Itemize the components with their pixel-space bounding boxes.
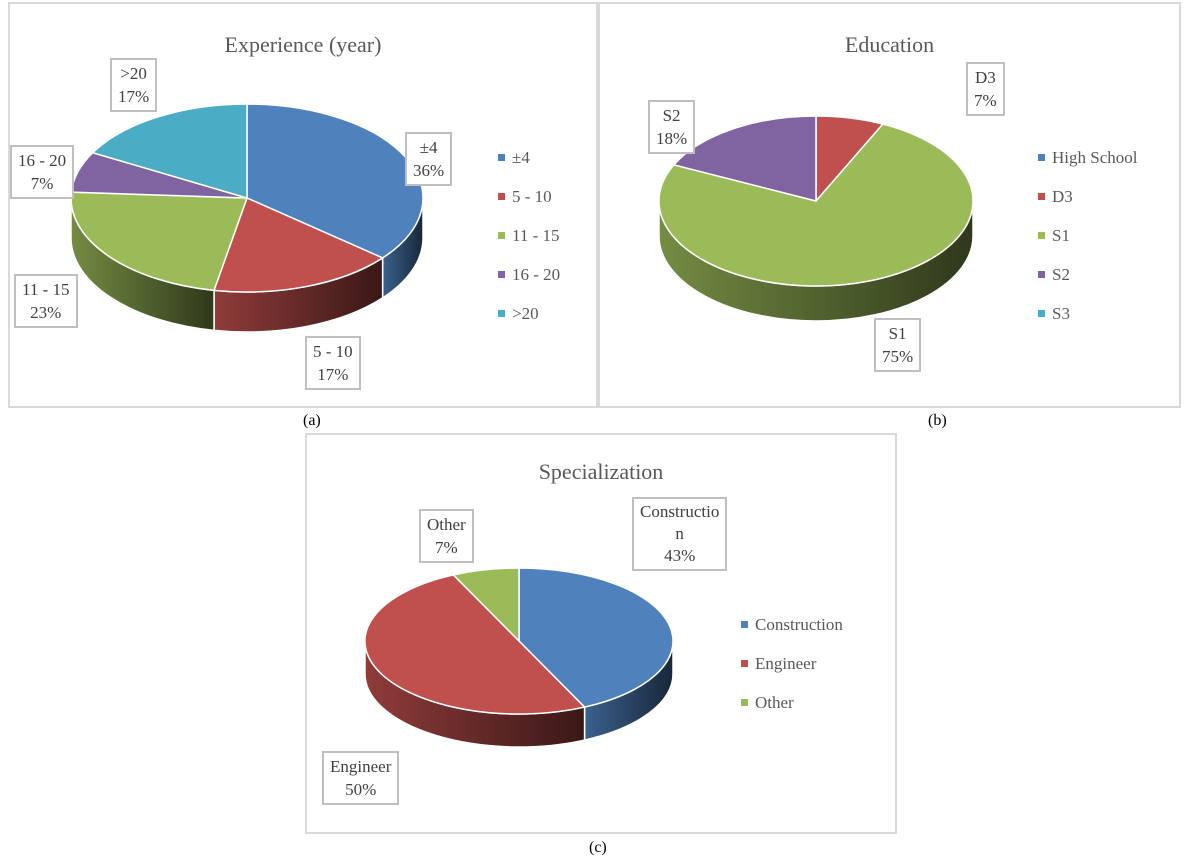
- data-label-4-or-less: ±4 36%: [405, 132, 453, 186]
- experience-chart-panel: Experience (year) ±4 36% 5 - 10 17% 11 - 1…: [8, 2, 598, 408]
- legend-item: ±4: [498, 138, 560, 177]
- pie-slice-s2: [672, 115, 817, 202]
- legend-item: Engineer: [741, 644, 843, 683]
- specialization-pie-svg: [363, 567, 674, 748]
- caption-b: (b): [928, 412, 947, 429]
- chart-title: Specialization: [538, 459, 664, 484]
- data-label-s2: S2 18%: [648, 100, 696, 154]
- legend-label: 5 - 10: [512, 186, 552, 206]
- legend-item: >20: [498, 294, 560, 333]
- legend-swatch: [741, 621, 748, 628]
- legend-item: D3: [1038, 177, 1137, 216]
- data-label-11-15: 11 - 15 23%: [14, 274, 78, 328]
- chart-title: Experience (year): [224, 32, 382, 57]
- legend-label: Construction: [755, 614, 843, 634]
- legend-swatch: [498, 232, 505, 239]
- legend-label: >20: [512, 303, 539, 323]
- legend-swatch: [1038, 154, 1045, 161]
- pie-slice-5-10: [212, 196, 385, 293]
- legend-label: ±4: [512, 147, 530, 167]
- education-chart-panel: Education D3 7% S1 75% S2 18% High School D…: [598, 2, 1181, 408]
- legend-label: 16 - 20: [512, 264, 561, 284]
- data-label-other: Other 7%: [419, 509, 474, 563]
- legend-item: S3: [1038, 294, 1137, 333]
- pie-slice--20: [91, 103, 248, 200]
- data-label-16-20: 16 - 20 7%: [10, 145, 75, 199]
- caption-c: (c): [589, 839, 607, 856]
- legend-swatch: [1038, 310, 1045, 317]
- data-label-construction: Constructio n 43%: [632, 497, 728, 571]
- data-label-engineer: Engineer 50%: [322, 751, 400, 805]
- legend-item: 16 - 20: [498, 255, 560, 294]
- legend-label: D3: [1052, 186, 1073, 206]
- legend-item: High School: [1038, 138, 1137, 177]
- data-label-s1: S1 75%: [874, 318, 922, 372]
- legend-item: 5 - 10: [498, 177, 560, 216]
- data-label-over-20: >20 17%: [110, 58, 158, 112]
- legend-swatch: [498, 193, 505, 200]
- legend-label: 11 - 15: [512, 225, 560, 245]
- legend-item: S2: [1038, 255, 1137, 294]
- pie-slice-construction: [518, 567, 674, 708]
- chart-title: Education: [844, 32, 935, 57]
- legend-swatch: [498, 271, 505, 278]
- pie-slice-11-15: [70, 191, 249, 292]
- legend-swatch: [498, 154, 505, 161]
- education-pie-svg: [658, 115, 974, 322]
- experience-pie-svg: [70, 103, 424, 333]
- legend-label: S2: [1052, 264, 1070, 284]
- data-label-5-10: 5 - 10 17%: [305, 336, 361, 390]
- legend-item: Other: [741, 683, 843, 722]
- legend-label: High School: [1052, 147, 1138, 167]
- caption-a: (a): [303, 412, 321, 429]
- legend-item: S1: [1038, 216, 1137, 255]
- pie-slice-s1: [658, 123, 974, 287]
- legend-item: 11 - 15: [498, 216, 560, 255]
- legend-swatch: [741, 660, 748, 667]
- legend-swatch: [1038, 271, 1045, 278]
- legend-swatch: [1038, 193, 1045, 200]
- chart-legend: ±4 5 - 10 11 - 15 16 - 20 >20: [498, 138, 560, 333]
- pie-slice-engineer: [363, 574, 587, 715]
- legend-swatch: [1038, 232, 1045, 239]
- legend-label: Engineer: [755, 653, 817, 673]
- legend-swatch: [498, 310, 505, 317]
- legend-label: Other: [755, 692, 794, 712]
- chart-legend: High School D3 S1 S2 S3: [1038, 138, 1137, 333]
- specialization-chart-panel: Specialization Constructio n 43% Engineer…: [305, 433, 897, 834]
- legend-item: Construction: [741, 605, 843, 644]
- chart-legend: Construction Engineer Other: [741, 605, 843, 722]
- legend-label: S3: [1052, 303, 1070, 323]
- legend-label: S1: [1052, 225, 1070, 245]
- legend-swatch: [741, 699, 748, 706]
- pie-slice-other: [451, 567, 520, 643]
- data-label-d3: D3 7%: [966, 62, 1005, 116]
